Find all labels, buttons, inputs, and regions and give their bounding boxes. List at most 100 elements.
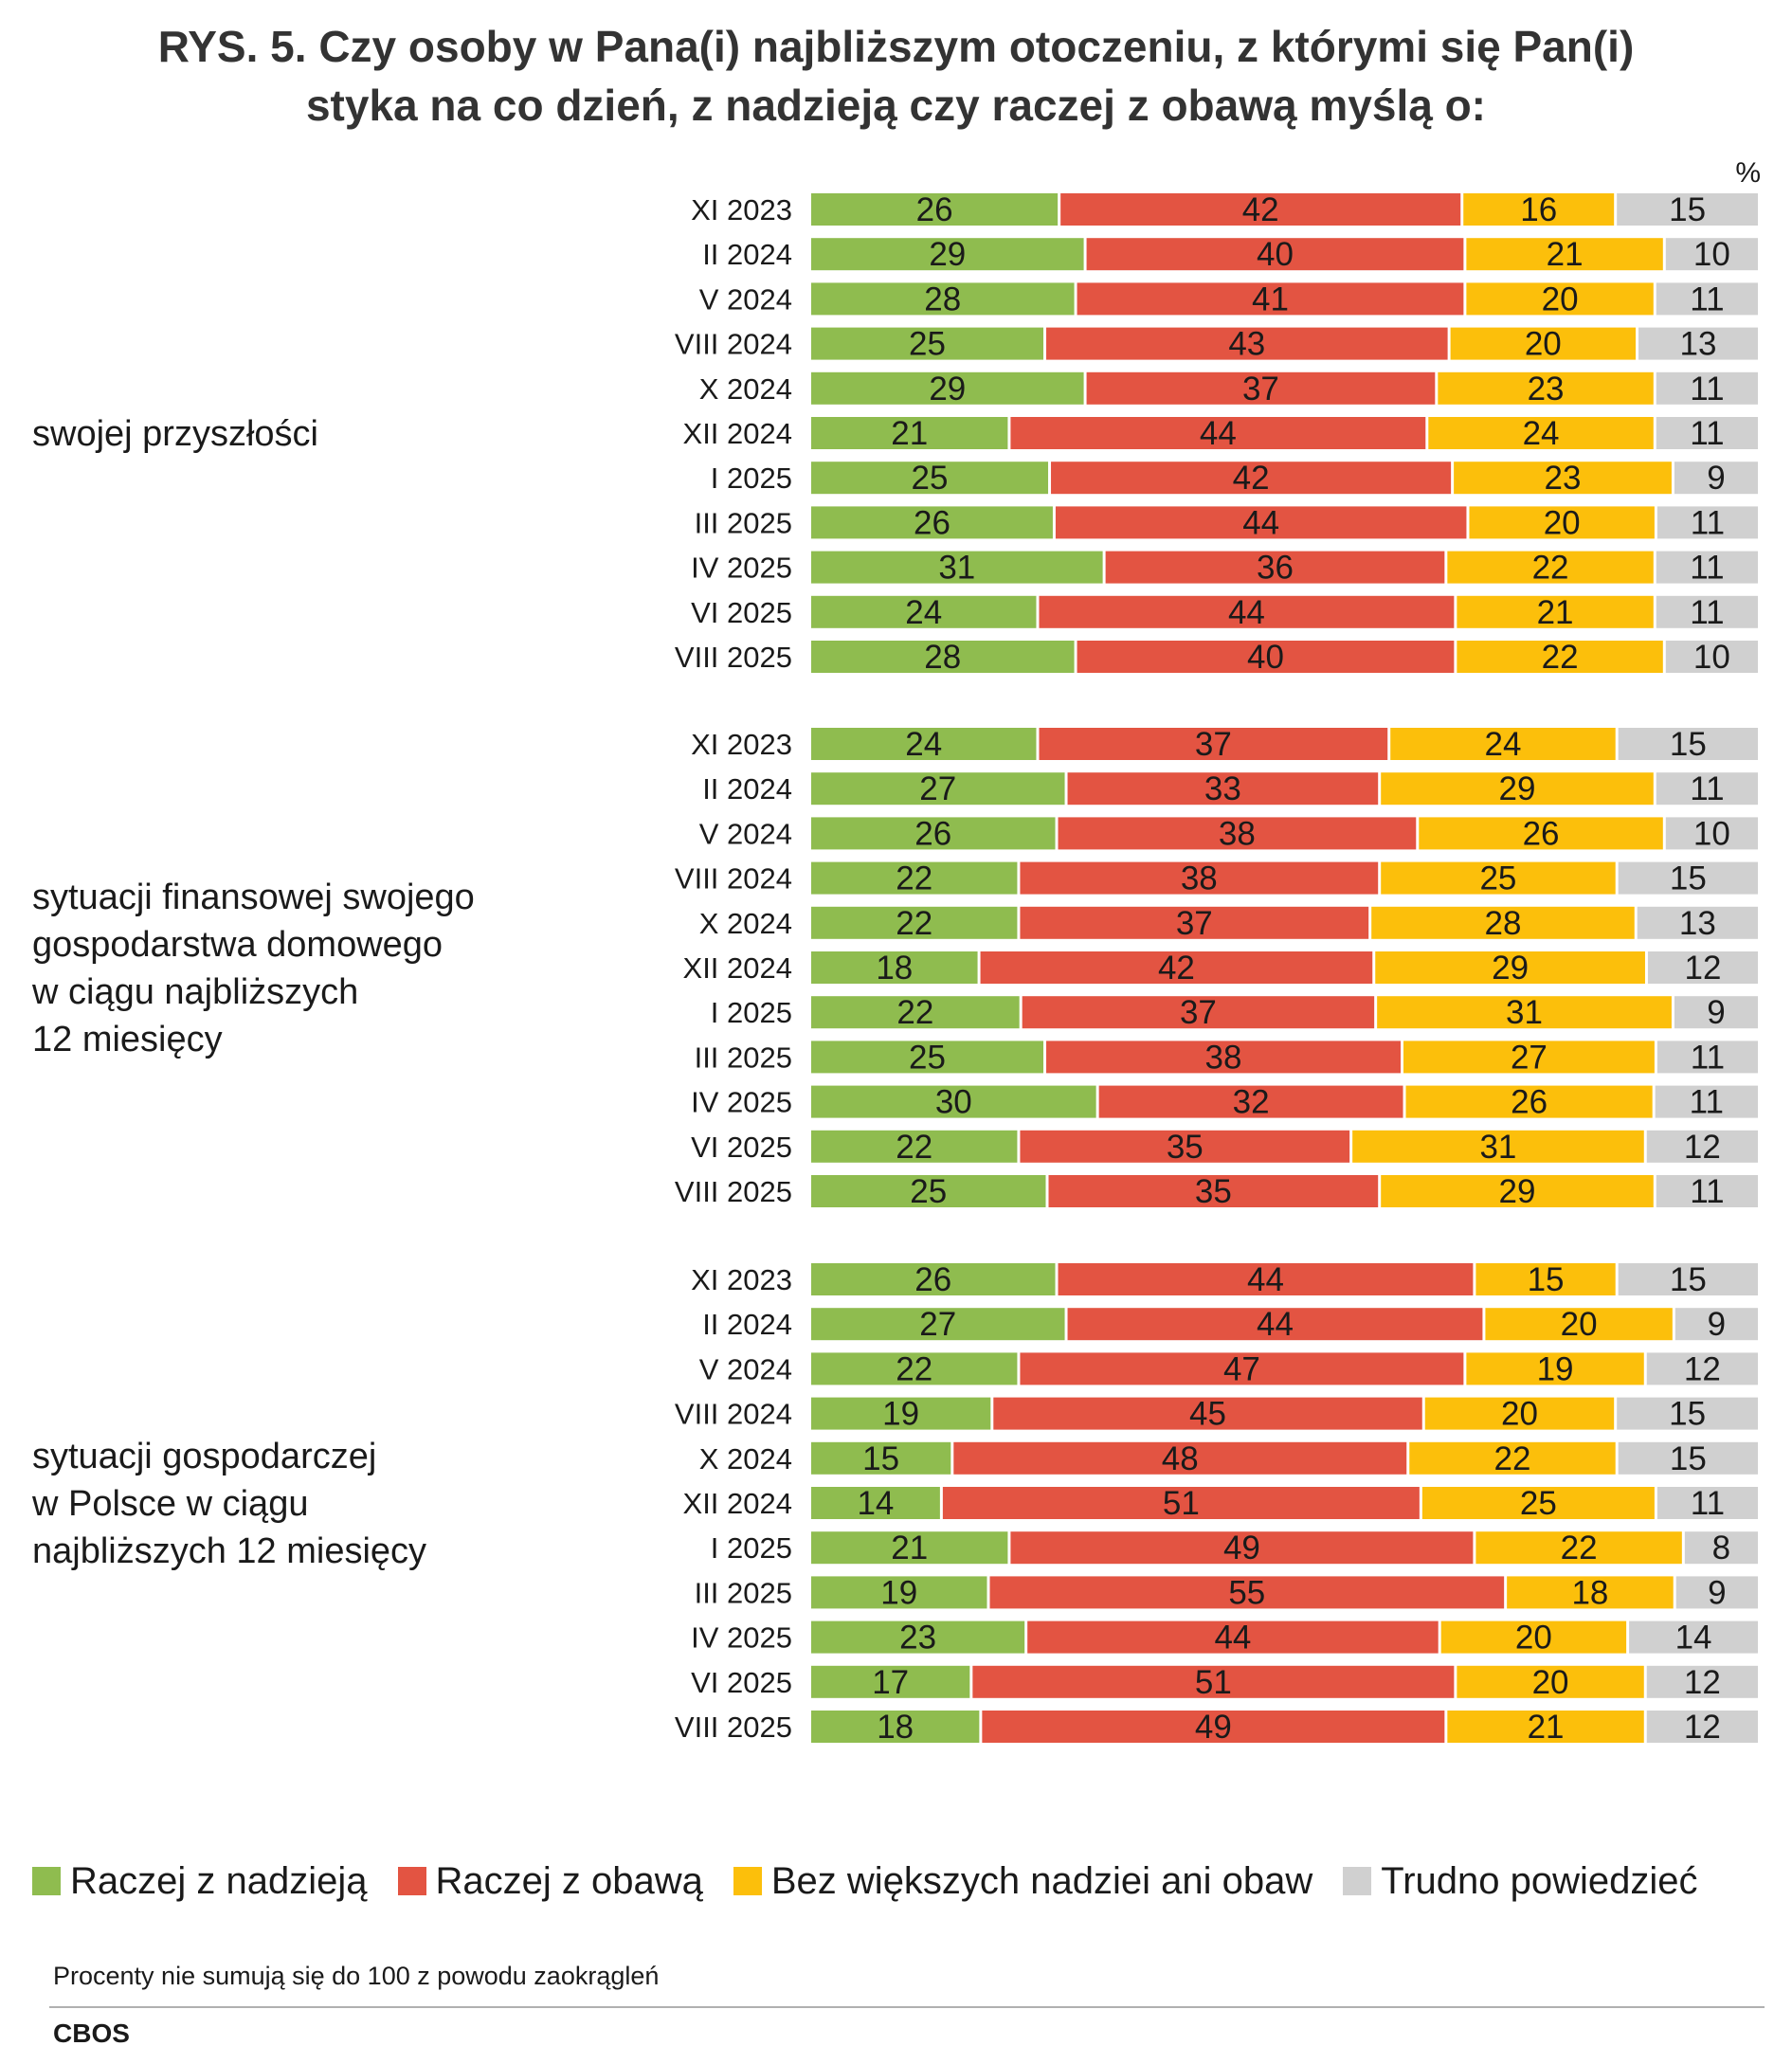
bar-segment: [1665, 641, 1758, 673]
bar-segment: [1674, 996, 1758, 1029]
data-label: 26: [1523, 815, 1560, 852]
bar-segment: [1438, 371, 1654, 405]
category-label: V 2024: [699, 1352, 792, 1385]
bar-segment: [1684, 1531, 1758, 1565]
bar-segment: [811, 282, 1075, 316]
bar-segment: [1629, 1620, 1758, 1654]
data-label: 31: [938, 550, 975, 587]
bar-segment: [1656, 1487, 1758, 1519]
data-label: 11: [1690, 594, 1724, 631]
bar-segment: [811, 1487, 940, 1519]
data-label: 40: [1257, 236, 1294, 273]
group-label-line: w ciągu najbliższych: [31, 972, 358, 1012]
data-label: 31: [1506, 994, 1543, 1031]
data-label: 49: [1195, 1709, 1232, 1746]
bar-segment: [1390, 728, 1616, 760]
bar-segment: [1618, 728, 1758, 760]
bar-segment: [811, 417, 1008, 449]
category-label: XI 2023: [691, 193, 792, 226]
data-label: 27: [919, 770, 956, 807]
bar-segment: [1463, 193, 1615, 226]
bar-segment: [1046, 327, 1448, 360]
data-label: 20: [1515, 1620, 1552, 1657]
bar-segment: [811, 728, 1037, 760]
data-label: 22: [1542, 639, 1579, 676]
group-label-line: najbliższych 12 miesięcy: [32, 1531, 426, 1571]
bar-segment: [1010, 1531, 1474, 1565]
data-label: 20: [1532, 1664, 1569, 1701]
data-label: 27: [919, 1306, 956, 1343]
bar-segment: [1058, 817, 1417, 850]
bar-segment: [1617, 1397, 1758, 1430]
category-label: IV 2025: [691, 1621, 792, 1655]
data-label: 37: [1242, 371, 1279, 407]
data-label: 51: [1195, 1664, 1232, 1701]
bar-segment: [811, 1130, 1018, 1163]
data-label: 42: [1242, 191, 1279, 228]
bar-segment: [1675, 1576, 1758, 1609]
data-label: 14: [857, 1485, 894, 1522]
bar-segment: [1020, 1130, 1350, 1163]
bar-segment: [1656, 772, 1758, 806]
category-label: VI 2025: [691, 1131, 792, 1164]
bar-segment: [1674, 1308, 1758, 1341]
bar-segment: [1656, 506, 1758, 539]
data-label: 21: [1547, 236, 1584, 273]
category-label: VIII 2024: [675, 328, 792, 361]
data-label: 44: [1200, 415, 1237, 452]
data-label: 25: [1520, 1485, 1557, 1522]
data-label: 11: [1691, 504, 1725, 541]
data-label: 28: [924, 639, 961, 676]
legend-label: Raczej z obawą: [435, 1859, 703, 1902]
data-label: 38: [1205, 1039, 1242, 1076]
bar-segment: [1105, 551, 1445, 584]
data-label: 18: [877, 1709, 914, 1746]
category-label: VI 2025: [691, 596, 792, 629]
bar-segment: [1674, 462, 1758, 495]
data-label: 17: [872, 1664, 909, 1701]
legend-swatch: [397, 1867, 426, 1895]
data-label: 20: [1544, 504, 1581, 541]
bar-segment: [811, 238, 1084, 271]
group-label-line: sytuacji finansowej swojego: [32, 878, 475, 917]
data-label: 23: [1545, 460, 1582, 497]
chart-legend: Raczej z nadzieją Raczej z obawą Bez więks…: [32, 1853, 1698, 1910]
bar-segment: [811, 506, 1053, 539]
bar-segment: [811, 817, 1056, 850]
bar-segment: [1375, 951, 1645, 984]
bar-segment: [1010, 417, 1426, 449]
bar-segment: [980, 951, 1373, 984]
bar-segment: [811, 1263, 1056, 1295]
bar-segment: [1618, 1263, 1758, 1295]
data-label: 23: [899, 1620, 936, 1657]
data-label: 15: [1669, 191, 1706, 228]
data-label: 44: [1228, 594, 1265, 631]
bar-segment: [1646, 1352, 1758, 1385]
chart-title-line-2: styka na co dzień, z nadzieją czy raczej…: [305, 81, 1487, 130]
bar-segment: [811, 1175, 1046, 1207]
data-label: 19: [1537, 1350, 1574, 1387]
bar-segment: [811, 1352, 1018, 1385]
bar-segment: [1485, 1308, 1673, 1341]
chart-title: RYS. 5. Czy osoby w Pana(i) najbliższym …: [0, 17, 1792, 135]
legend-item: Raczej z obawą: [397, 1859, 703, 1903]
data-label: 44: [1257, 1306, 1294, 1343]
bar-segment: [1475, 1531, 1682, 1565]
data-label: 38: [1219, 815, 1256, 852]
bar-segment: [811, 772, 1065, 806]
category-label: XII 2024: [683, 417, 792, 450]
category-label: V 2024: [699, 817, 792, 850]
data-label: 15: [1670, 1261, 1707, 1298]
bar-segment: [1646, 1130, 1758, 1163]
bar-segment: [1027, 1620, 1439, 1654]
bar-segment: [1421, 1487, 1655, 1519]
data-label: 12: [1684, 1709, 1721, 1746]
data-label: 16: [1520, 191, 1557, 228]
data-label: 49: [1223, 1530, 1260, 1566]
data-label: 18: [1571, 1574, 1608, 1611]
bar-segment: [1646, 1711, 1758, 1743]
category-label: VIII 2025: [675, 641, 792, 674]
bar-segment: [1424, 1397, 1615, 1430]
bar-segment: [811, 595, 1037, 628]
data-label: 15: [1670, 860, 1707, 897]
